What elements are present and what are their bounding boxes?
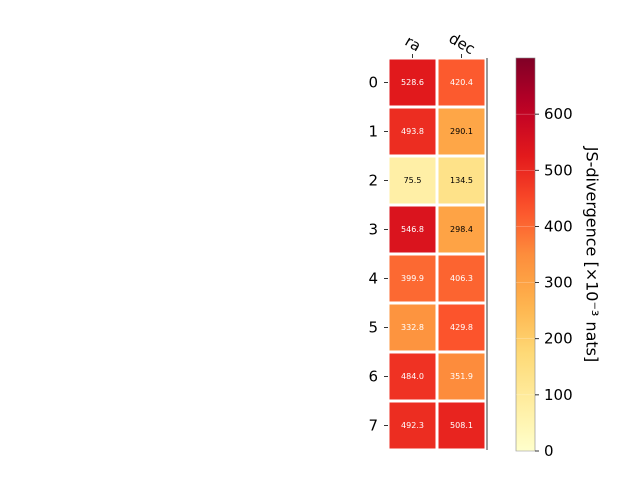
row-label: 5 <box>368 319 378 337</box>
cell-value-label: 420.4 <box>450 78 473 87</box>
colorbar-tick-label: 400 <box>544 217 573 235</box>
row-label: 4 <box>368 270 378 288</box>
colorbar-tick-label: 600 <box>544 105 573 123</box>
row-label: 7 <box>368 417 378 435</box>
heatmap-cell <box>389 157 436 204</box>
row-label: 1 <box>368 123 378 141</box>
cell-value-label: 75.5 <box>404 176 422 185</box>
colorbar-tick-label: 300 <box>544 274 573 292</box>
row-labels: 0 1 2 3 4 5 6 7 <box>368 74 388 435</box>
colorbar-gradient <box>515 57 536 452</box>
cell-value-label: 332.8 <box>401 323 424 332</box>
heatmap-cell <box>389 255 436 302</box>
row-label: 2 <box>368 172 378 190</box>
heatmap-cell <box>389 206 436 253</box>
heatmap-cell <box>438 353 485 400</box>
cell-value-label: 546.8 <box>401 225 424 234</box>
cell-value-label: 134.5 <box>450 176 473 185</box>
cell-value-label: 492.3 <box>401 421 424 430</box>
cell-value-label: 508.1 <box>450 421 473 430</box>
column-labels: ra dec <box>402 29 478 58</box>
colorbar: 0 100 200 300 400 500 600 JS-divergence [×10⁻³ … <box>515 57 602 460</box>
column-label: dec <box>446 29 478 58</box>
heatmap-cell <box>389 59 436 106</box>
heatmap-cell <box>438 108 485 155</box>
colorbar-tick-label: 500 <box>544 161 573 179</box>
cell-value-label: 290.1 <box>450 127 473 136</box>
cell-value-label: 351.9 <box>450 372 473 381</box>
heatmap-cell <box>438 402 485 449</box>
heatmap-grid: 528.6 420.4 493.8 290.1 75.5 134.5 546.8 298.4 3… <box>389 58 488 450</box>
colorbar-tick-label: 0 <box>544 442 554 460</box>
heatmap-cell <box>438 157 485 204</box>
heatmap-cell <box>389 108 436 155</box>
colorbar-label: JS-divergence [×10⁻³ nats] <box>583 146 602 362</box>
cell-value-label: 493.8 <box>401 127 424 136</box>
column-label: ra <box>402 32 424 55</box>
cell-value-label: 528.6 <box>401 78 424 87</box>
cell-value-label: 484.0 <box>401 372 424 381</box>
heatmap-cell <box>438 206 485 253</box>
heatmap-cell <box>438 59 485 106</box>
cell-value-label: 298.4 <box>450 225 473 234</box>
row-label: 0 <box>368 74 378 92</box>
heatmap-cell <box>438 304 485 351</box>
cell-value-label: 399.9 <box>401 274 424 283</box>
row-label: 3 <box>368 221 378 239</box>
cell-value-label: 429.8 <box>450 323 473 332</box>
heatmap-cell <box>389 353 436 400</box>
heatmap-cell <box>438 255 485 302</box>
heatmap-cell <box>389 304 436 351</box>
cell-value-label: 406.3 <box>450 274 473 283</box>
colorbar-tick-label: 200 <box>544 330 573 348</box>
heatmap-cell <box>389 402 436 449</box>
row-label: 6 <box>368 368 378 386</box>
colorbar-tick-label: 100 <box>544 386 573 404</box>
